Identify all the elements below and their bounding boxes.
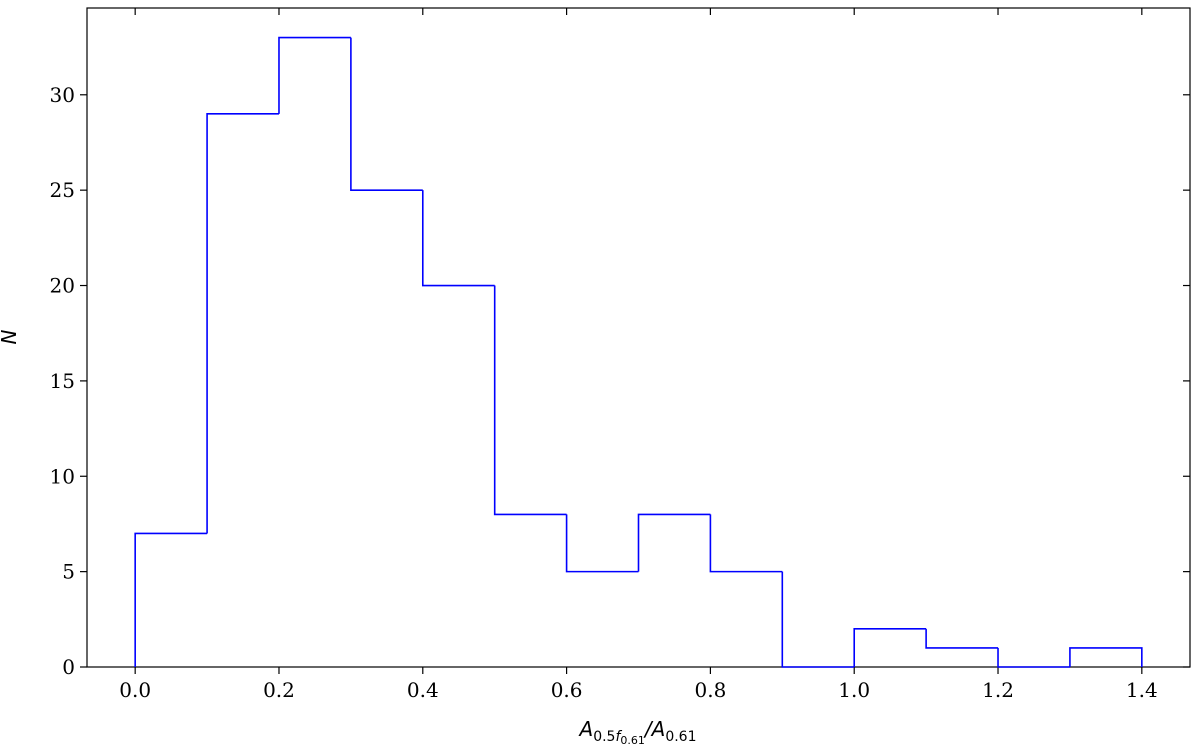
x-tick-label: 0.6 xyxy=(551,678,583,702)
x-tick-label: 0.4 xyxy=(407,678,439,702)
y-tick-label: 5 xyxy=(62,560,75,584)
x-tick-label: 1.0 xyxy=(838,678,870,702)
x-axis-label: A0.5f0.61/A0.61 xyxy=(578,717,697,746)
histogram-step xyxy=(853,628,927,667)
histogram-step xyxy=(997,647,1070,668)
histogram-step xyxy=(781,571,855,668)
x-tick-label: 1.2 xyxy=(982,678,1014,702)
x-label-part: /A xyxy=(643,717,665,741)
y-axis-label: N xyxy=(0,329,21,344)
y-tick-label: 30 xyxy=(50,83,75,107)
histogram-step xyxy=(709,514,783,573)
histogram-step xyxy=(421,190,495,287)
histogram-step xyxy=(350,37,423,191)
y-tick-label: 0 xyxy=(62,655,75,679)
x-tick-label: 0.2 xyxy=(263,678,295,702)
x-tick-label: 1.4 xyxy=(1126,678,1158,702)
x-label-part: f xyxy=(615,729,622,745)
histogram-step xyxy=(493,285,567,516)
plot-frame xyxy=(86,7,1191,668)
x-label-part: 0.5 xyxy=(593,729,615,745)
histogram-step xyxy=(278,36,351,114)
x-label-part: A xyxy=(578,717,594,741)
histogram-step xyxy=(206,113,279,534)
x-tick-label: 0.0 xyxy=(119,678,151,702)
x-label-part: 0.61 xyxy=(620,734,645,746)
y-tick-label: 15 xyxy=(50,369,75,393)
histogram-step xyxy=(637,513,711,572)
y-tick-label: 25 xyxy=(50,178,75,202)
x-tick-label: 0.8 xyxy=(694,678,726,702)
histogram-step xyxy=(565,514,639,573)
histogram-step xyxy=(134,532,208,667)
y-tick-label: 10 xyxy=(50,464,75,488)
y-tick-label: 20 xyxy=(50,274,75,298)
histogram-step xyxy=(925,628,999,649)
histogram-step xyxy=(1069,647,1143,667)
x-label-part: 0.61 xyxy=(665,729,696,745)
